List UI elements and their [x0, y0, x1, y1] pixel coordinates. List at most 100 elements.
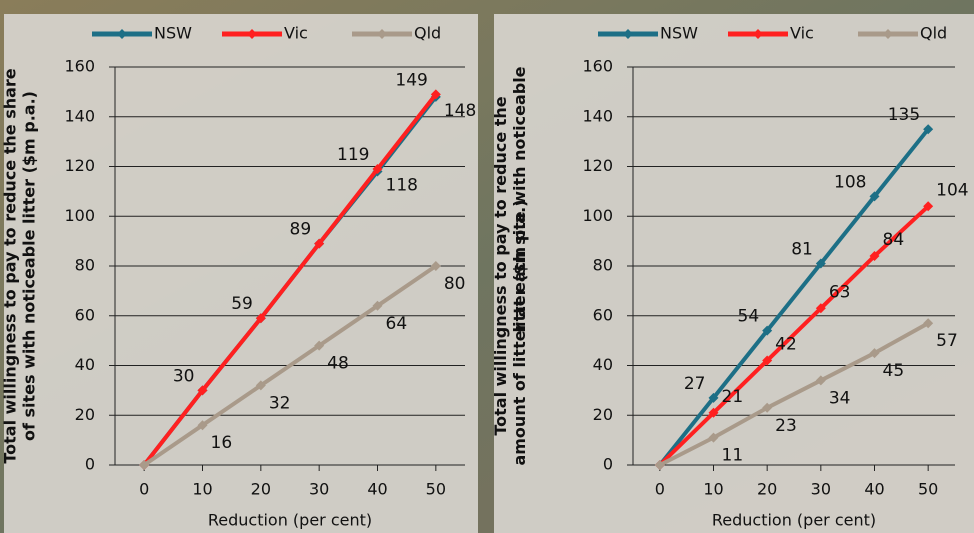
data-label: 104: [936, 180, 968, 200]
panel: [494, 14, 974, 533]
point: [197, 385, 208, 396]
y-tick-label: 160: [582, 57, 613, 76]
data-label: 11: [722, 446, 744, 466]
point: [372, 300, 383, 311]
data-label: 30: [173, 366, 195, 386]
legend-label: Qld: [920, 24, 947, 43]
x-tick-label: 30: [811, 480, 831, 499]
x-tick-label: 40: [367, 480, 387, 499]
data-label: 80: [444, 274, 466, 294]
point: [708, 432, 719, 443]
point: [869, 348, 880, 359]
x-tick-label: 50: [918, 480, 938, 499]
y-tick-label: 0: [85, 455, 95, 474]
legend-label: NSW: [154, 24, 192, 43]
legend-marker: [753, 29, 763, 39]
point: [815, 375, 826, 386]
point: [762, 355, 773, 366]
y-tick-label: 140: [582, 106, 613, 125]
data-label: 45: [883, 361, 905, 381]
series-line: [658, 321, 930, 467]
y-tick-label: 60: [593, 305, 613, 324]
y-axis-title: Total willingness to pay to reduce theam…: [491, 66, 529, 465]
x-axis-title: Reduction (per cent): [712, 511, 876, 530]
y-tick-label: 20: [75, 405, 95, 424]
data-label: 108: [834, 172, 866, 192]
point: [255, 380, 266, 391]
y-axis-title-line: amount of litter at each site with notic…: [510, 66, 529, 465]
point: [708, 392, 719, 403]
point: [923, 124, 934, 135]
y-tick-label: 100: [64, 206, 95, 225]
data-label: 54: [738, 307, 760, 327]
data-label: 148: [444, 101, 476, 121]
point: [762, 402, 773, 413]
y-tick-label: 140: [64, 106, 95, 125]
x-tick-label: 20: [757, 480, 777, 499]
x-tick-label: 0: [139, 480, 149, 499]
legend-marker: [247, 29, 257, 39]
y-tick-label: 20: [593, 405, 613, 424]
y-axis-title-line: litter ($m p.a.): [510, 200, 529, 333]
series-line: [143, 264, 437, 467]
point: [869, 191, 880, 202]
point: [923, 318, 934, 329]
x-tick-label: 0: [655, 480, 665, 499]
y-tick-label: 40: [593, 355, 613, 374]
data-label: 32: [269, 393, 291, 413]
data-label: 59: [231, 294, 253, 314]
legend-label: Vic: [284, 24, 308, 43]
x-tick-label: 40: [864, 480, 884, 499]
y-tick-label: 80: [593, 256, 613, 275]
point: [139, 460, 150, 470]
data-label: 149: [395, 70, 427, 90]
y-tick-label: 80: [75, 256, 95, 275]
legend-marker: [377, 29, 387, 39]
legend-label: Vic: [790, 24, 814, 43]
legend-marker: [883, 29, 893, 39]
series-line: [142, 93, 438, 467]
y-tick-label: 40: [75, 355, 95, 374]
point: [923, 201, 934, 212]
y-axis-title-line: of sites with noticeable litter ($m p.a.…: [19, 91, 38, 441]
data-label: 27: [684, 374, 706, 394]
x-tick-label: 50: [426, 480, 446, 499]
y-tick-label: 100: [582, 206, 613, 225]
point: [654, 460, 665, 470]
point: [708, 407, 719, 418]
legend-marker: [623, 29, 633, 39]
y-axis-title: Total willingness to pay to reduce the s…: [0, 68, 38, 463]
panel: [4, 14, 478, 533]
x-axis-title: Reduction (per cent): [208, 511, 372, 530]
point: [815, 258, 826, 269]
series-line: [658, 204, 930, 467]
point: [255, 313, 266, 324]
point: [430, 89, 441, 100]
legend-label: NSW: [660, 24, 698, 43]
legend-marker: [117, 29, 127, 39]
x-tick-label: 30: [309, 480, 329, 499]
data-label: 63: [829, 282, 851, 302]
data-label: 23: [775, 416, 797, 436]
data-label: 64: [386, 314, 408, 334]
x-tick-label: 20: [251, 480, 271, 499]
x-tick-label: 10: [192, 480, 212, 499]
y-axis-title-line: Total willingness to pay to reduce the: [491, 96, 510, 435]
y-tick-label: 60: [75, 305, 95, 324]
y-tick-label: 120: [64, 156, 95, 175]
y-tick-label: 160: [64, 57, 95, 76]
legend-label: Qld: [414, 24, 441, 43]
data-label: 89: [290, 220, 312, 240]
data-label: 84: [883, 230, 905, 250]
point: [869, 251, 880, 262]
data-label: 34: [829, 388, 851, 408]
point: [197, 420, 208, 431]
data-label: 118: [386, 175, 418, 195]
point: [430, 261, 441, 271]
data-label: 16: [211, 433, 233, 453]
data-label: 119: [337, 145, 369, 165]
data-label: 42: [775, 335, 797, 355]
x-tick-label: 10: [703, 480, 723, 499]
point: [314, 238, 325, 249]
